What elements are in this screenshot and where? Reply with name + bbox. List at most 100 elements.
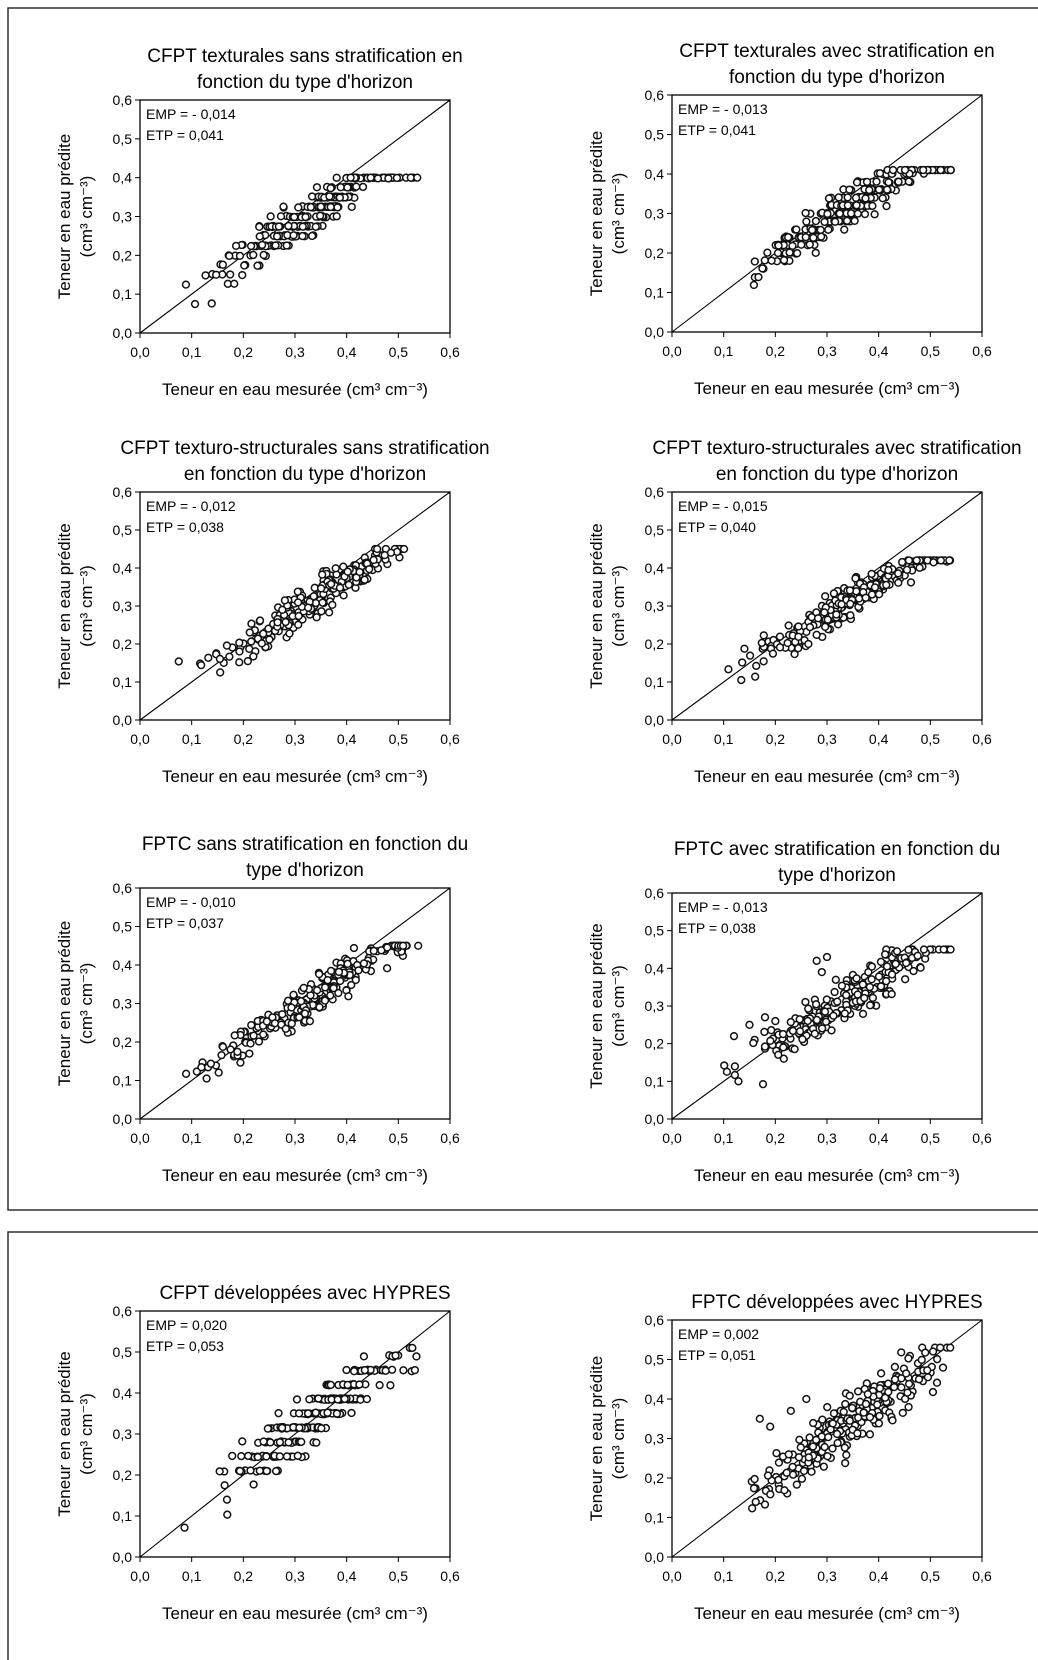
data-point (305, 1017, 315, 1026)
x-tick-label: 0,2 (234, 344, 254, 360)
data-point (278, 605, 287, 614)
x-tick-label: 0,0 (130, 1568, 150, 1584)
x-tick-label: 0,4 (337, 344, 357, 360)
data-point (343, 567, 352, 576)
data-point (237, 1451, 246, 1461)
data-point (332, 1409, 342, 1418)
data-point (865, 1412, 875, 1422)
data-point (391, 1351, 400, 1360)
x-tick-label: 0,5 (921, 1568, 941, 1584)
data-point (347, 202, 356, 211)
chart-title: fonction du type d'horizon (729, 67, 945, 88)
data-point (894, 578, 903, 587)
data-point (846, 611, 855, 620)
x-tick-label: 0,1 (182, 1568, 202, 1584)
data-point (284, 1438, 293, 1447)
data-point (774, 241, 783, 250)
y-tick-label: 0,4 (113, 170, 133, 186)
data-point (813, 614, 823, 623)
y-tick-label: 0,5 (113, 522, 133, 538)
data-point (804, 1453, 813, 1462)
data-point (876, 1369, 886, 1378)
data-point (295, 1423, 304, 1432)
data-point (266, 212, 275, 221)
data-point (747, 1504, 757, 1513)
data-point (842, 1450, 851, 1460)
data-point (848, 1403, 857, 1412)
data-point (293, 1451, 302, 1460)
data-point (230, 1031, 239, 1040)
data-point (932, 1378, 942, 1387)
data-point (235, 658, 244, 667)
y-axis-label: Teneur en eau prédite (587, 523, 606, 688)
data-point (897, 1348, 906, 1357)
data-point (828, 1419, 837, 1428)
y-tick-label: 0,6 (113, 484, 133, 500)
x-tick-label: 0,4 (869, 731, 889, 747)
data-point (811, 1000, 821, 1009)
data-point (875, 1411, 884, 1421)
y-tick-label: 0,5 (113, 919, 133, 935)
data-point (387, 1365, 397, 1374)
data-point (884, 178, 893, 187)
x-tick-label: 0,0 (130, 344, 150, 360)
data-point (312, 986, 322, 995)
data-point (909, 966, 918, 976)
data-point (786, 1406, 795, 1415)
data-point (249, 1480, 258, 1489)
data-point (307, 231, 317, 241)
data-point (901, 958, 911, 968)
data-point (333, 203, 342, 212)
data-points (724, 556, 955, 685)
data-point (794, 1453, 804, 1462)
data-point (323, 976, 332, 985)
y-axis-label: Teneur en eau prédite (587, 1356, 606, 1521)
data-point (202, 1074, 211, 1083)
data-point (803, 1016, 812, 1026)
top-panel-frame (7, 7, 1038, 1211)
data-point (254, 1037, 264, 1046)
x-axis-label: Teneur en eau mesurée (cm³ cm⁻³) (694, 1166, 960, 1185)
data-point (801, 997, 810, 1007)
data-point (795, 1435, 804, 1444)
data-point (780, 1486, 789, 1495)
x-tick-label: 0,6 (440, 344, 460, 360)
data-point (335, 583, 345, 592)
data-point (312, 613, 321, 622)
data-point (309, 592, 318, 601)
data-point (890, 1362, 900, 1372)
y-tick-label: 0,6 (645, 885, 665, 901)
data-point (312, 183, 322, 192)
data-point (843, 193, 852, 202)
data-point (360, 1365, 369, 1375)
data-point (904, 1402, 913, 1412)
data-point (824, 1432, 833, 1442)
data-point (351, 975, 360, 985)
data-point (749, 1484, 759, 1493)
data-point (919, 165, 928, 175)
x-tick-label: 0,3 (285, 1130, 305, 1146)
data-point (853, 990, 862, 999)
data-point (750, 257, 759, 266)
y-tick-label: 0,4 (645, 560, 665, 576)
data-point (287, 1019, 296, 1028)
data-point (759, 631, 768, 640)
data-point (263, 1424, 272, 1433)
data-point (220, 1481, 229, 1490)
data-point (339, 591, 348, 600)
data-point (300, 1009, 310, 1018)
emp-annotation: EMP = - 0,014 (146, 106, 236, 122)
x-tick-label: 0,2 (766, 1568, 786, 1584)
data-point (383, 943, 392, 952)
data-point (861, 593, 870, 602)
data-point (884, 565, 893, 575)
data-point (315, 1003, 324, 1012)
data-point (392, 173, 402, 183)
data-point (851, 574, 860, 583)
y-tick-label: 0,3 (645, 598, 665, 614)
data-point (223, 1510, 232, 1519)
data-point (334, 988, 343, 998)
data-point (833, 1438, 842, 1448)
data-point (174, 657, 183, 666)
data-point (795, 1027, 805, 1036)
